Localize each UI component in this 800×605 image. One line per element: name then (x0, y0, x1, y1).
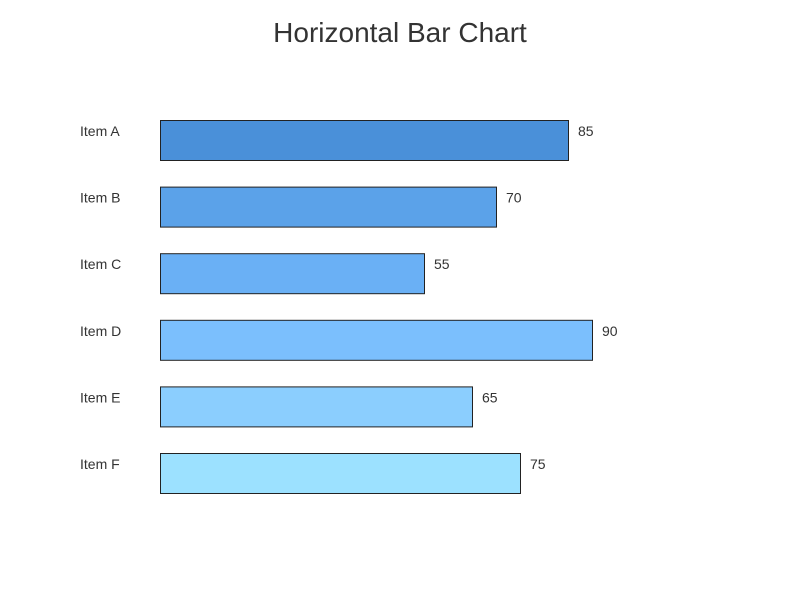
category-label: Item A (80, 123, 120, 139)
bar (160, 253, 425, 295)
bar (160, 120, 569, 161)
bar (160, 186, 497, 228)
bar (160, 386, 473, 428)
value-label: 70 (506, 190, 522, 206)
bar (160, 453, 521, 494)
value-label: 65 (482, 389, 498, 405)
category-label: Item F (80, 456, 120, 472)
value-label: 55 (434, 256, 450, 272)
bars-group: Item A 85 Item B 70 Item C 55 Item D 90 Item E 65… (80, 120, 618, 494)
category-label: Item E (80, 389, 120, 405)
category-label: Item D (80, 323, 121, 339)
category-label: Item C (80, 256, 121, 272)
value-label: 75 (530, 456, 546, 472)
value-label: 90 (602, 323, 618, 339)
chart-title: Horizontal Bar Chart (273, 17, 527, 48)
value-label: 85 (578, 123, 594, 139)
category-label: Item B (80, 190, 120, 206)
bar (160, 319, 593, 361)
